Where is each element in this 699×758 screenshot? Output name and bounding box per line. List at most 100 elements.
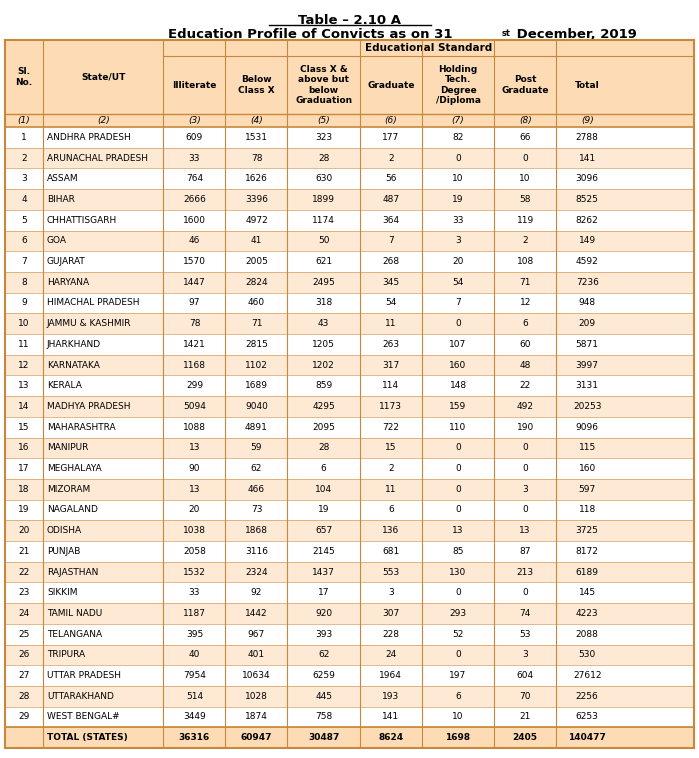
Text: 28: 28 — [318, 154, 329, 162]
Text: ASSAM: ASSAM — [47, 174, 78, 183]
Text: 1168: 1168 — [183, 361, 206, 370]
Text: 59: 59 — [251, 443, 262, 453]
Text: 1899: 1899 — [312, 195, 335, 204]
Bar — [5, 210, 694, 230]
Text: 62: 62 — [251, 464, 262, 473]
Text: 268: 268 — [382, 257, 399, 266]
Text: 28: 28 — [18, 692, 29, 700]
Text: KERALA: KERALA — [47, 381, 82, 390]
Text: UTTAR PRADESH: UTTAR PRADESH — [47, 671, 121, 680]
Text: 43: 43 — [318, 319, 329, 328]
Text: 46: 46 — [189, 236, 200, 246]
Text: 722: 722 — [382, 423, 399, 431]
Text: 6: 6 — [388, 506, 394, 515]
Text: 1570: 1570 — [183, 257, 206, 266]
Text: 82: 82 — [452, 133, 463, 142]
Bar — [5, 230, 694, 251]
Text: 10: 10 — [452, 713, 463, 722]
Text: 159: 159 — [449, 402, 467, 411]
Text: 345: 345 — [382, 277, 399, 287]
Text: 307: 307 — [382, 609, 399, 618]
Text: 25: 25 — [18, 630, 29, 639]
Text: 445: 445 — [315, 692, 332, 700]
Text: 1868: 1868 — [245, 526, 268, 535]
Text: 136: 136 — [382, 526, 399, 535]
Text: 29: 29 — [18, 713, 29, 722]
Text: 3: 3 — [522, 485, 528, 493]
Text: 4891: 4891 — [245, 423, 268, 431]
Text: 160: 160 — [449, 361, 467, 370]
Text: Holding
Tech.
Degree
/Diploma: Holding Tech. Degree /Diploma — [435, 65, 480, 105]
Text: 78: 78 — [189, 319, 200, 328]
Text: 2: 2 — [388, 464, 394, 473]
Text: State/UT: State/UT — [81, 73, 125, 82]
Text: 3096: 3096 — [576, 174, 599, 183]
Text: 22: 22 — [519, 381, 531, 390]
Text: JAMMU & KASHMIR: JAMMU & KASHMIR — [47, 319, 131, 328]
Text: 17: 17 — [18, 464, 29, 473]
Text: 21: 21 — [519, 713, 531, 722]
Text: 466: 466 — [248, 485, 265, 493]
Text: 15: 15 — [18, 423, 29, 431]
Text: 3116: 3116 — [245, 547, 268, 556]
Text: 11: 11 — [385, 485, 396, 493]
Text: 141: 141 — [579, 154, 596, 162]
Text: 1447: 1447 — [183, 277, 206, 287]
Text: 1698: 1698 — [445, 733, 470, 742]
Text: 36316: 36316 — [179, 733, 210, 742]
Bar — [5, 582, 694, 603]
Text: 11: 11 — [385, 319, 396, 328]
Text: 1626: 1626 — [245, 174, 268, 183]
Text: 3: 3 — [21, 174, 27, 183]
Text: 7954: 7954 — [183, 671, 206, 680]
Text: 2815: 2815 — [245, 340, 268, 349]
Text: TRIPURA: TRIPURA — [47, 650, 85, 659]
Text: 395: 395 — [186, 630, 203, 639]
Text: Class X &
above but
below
Graduation: Class X & above but below Graduation — [295, 65, 352, 105]
Text: 0: 0 — [522, 506, 528, 515]
Text: Sl.
No.: Sl. No. — [15, 67, 33, 86]
Text: 1173: 1173 — [380, 402, 403, 411]
Text: 110: 110 — [449, 423, 467, 431]
Text: 20: 20 — [18, 526, 29, 535]
Bar — [5, 375, 694, 396]
Text: 10634: 10634 — [242, 671, 271, 680]
Text: 2145: 2145 — [312, 547, 335, 556]
Text: 213: 213 — [517, 568, 534, 577]
Text: 16: 16 — [18, 443, 29, 453]
Bar — [5, 644, 694, 666]
Text: 859: 859 — [315, 381, 332, 390]
Bar — [5, 562, 694, 582]
Text: 1531: 1531 — [245, 133, 268, 142]
Text: 13: 13 — [189, 443, 200, 453]
Text: (6): (6) — [384, 116, 397, 125]
Text: 609: 609 — [186, 133, 203, 142]
Text: 0: 0 — [455, 464, 461, 473]
Text: 323: 323 — [315, 133, 332, 142]
Text: 3997: 3997 — [576, 361, 599, 370]
Text: 0: 0 — [522, 588, 528, 597]
Text: 8525: 8525 — [576, 195, 598, 204]
Text: 2088: 2088 — [576, 630, 598, 639]
Text: December, 2019: December, 2019 — [512, 28, 637, 41]
Text: 209: 209 — [579, 319, 596, 328]
Bar — [5, 251, 694, 272]
Bar — [5, 437, 694, 458]
Text: TAMIL NADU: TAMIL NADU — [47, 609, 102, 618]
Text: 3725: 3725 — [576, 526, 598, 535]
Bar — [5, 148, 694, 168]
Text: 8: 8 — [21, 277, 27, 287]
Text: 6253: 6253 — [576, 713, 598, 722]
Text: 23: 23 — [18, 588, 29, 597]
Text: Below
Class X: Below Class X — [238, 75, 275, 95]
Text: 492: 492 — [517, 402, 534, 411]
Text: 2095: 2095 — [312, 423, 335, 431]
Text: 20253: 20253 — [573, 402, 601, 411]
Text: 26: 26 — [18, 650, 29, 659]
Text: 10: 10 — [18, 319, 29, 328]
Text: WEST BENGAL#: WEST BENGAL# — [47, 713, 120, 722]
Text: 5871: 5871 — [576, 340, 599, 349]
Text: HARYANA: HARYANA — [47, 277, 89, 287]
Text: 53: 53 — [519, 630, 531, 639]
Text: (1): (1) — [17, 116, 30, 125]
